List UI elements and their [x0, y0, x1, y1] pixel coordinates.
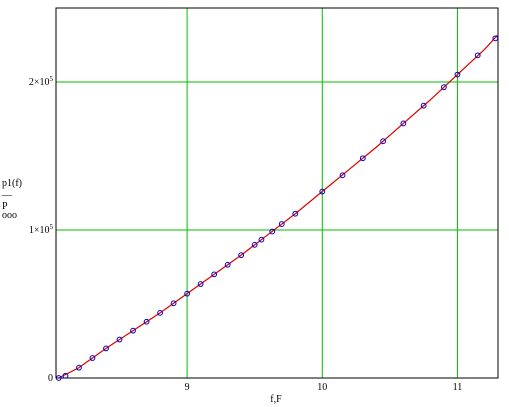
data-point [130, 327, 136, 334]
data-point [454, 71, 461, 78]
data-point [400, 120, 407, 127]
data-point [492, 35, 499, 42]
data-point [184, 290, 191, 297]
y-tick-label: 1×105 [29, 223, 54, 236]
legend-line-symbol: — [1, 190, 13, 201]
tick-labels: 9 10 11 0 1×105 2×105 [29, 75, 462, 393]
data-point [62, 372, 69, 379]
data-point [76, 364, 82, 371]
series-layer [55, 34, 499, 381]
series-line [58, 34, 499, 379]
data-point [278, 221, 285, 227]
data-point [197, 281, 204, 287]
data-point [292, 210, 299, 217]
data-point [339, 172, 346, 179]
x-tick-label: 9 [185, 382, 190, 393]
data-point [238, 252, 245, 259]
data-point [55, 375, 62, 381]
y-label-numerator: p1(f) [2, 178, 22, 189]
y-tick-label: 2×105 [29, 75, 54, 88]
y-label-denominator: P [2, 201, 8, 212]
data-point [474, 52, 481, 59]
data-point [170, 300, 177, 307]
x-tick-label: 10 [317, 382, 327, 393]
data-point [89, 355, 96, 361]
data-point [258, 236, 265, 243]
data-point [380, 138, 387, 145]
data-point [359, 155, 366, 162]
data-point [143, 318, 150, 325]
x-tick-label: 11 [453, 382, 463, 393]
data-point [211, 271, 218, 278]
plot-frame [55, 7, 499, 379]
grid [56, 8, 498, 378]
data-point [157, 309, 163, 316]
data-point [319, 188, 326, 195]
legend-marker-symbol: ooo [2, 210, 17, 221]
data-point [269, 228, 276, 235]
x-axis-label: f,F [270, 394, 282, 405]
y-tick-label: 0 [48, 373, 53, 384]
data-point [420, 102, 427, 109]
data-point [116, 336, 123, 343]
data-point [441, 84, 447, 91]
data-point [103, 345, 109, 352]
data-point [224, 261, 231, 268]
data-point [251, 241, 258, 248]
